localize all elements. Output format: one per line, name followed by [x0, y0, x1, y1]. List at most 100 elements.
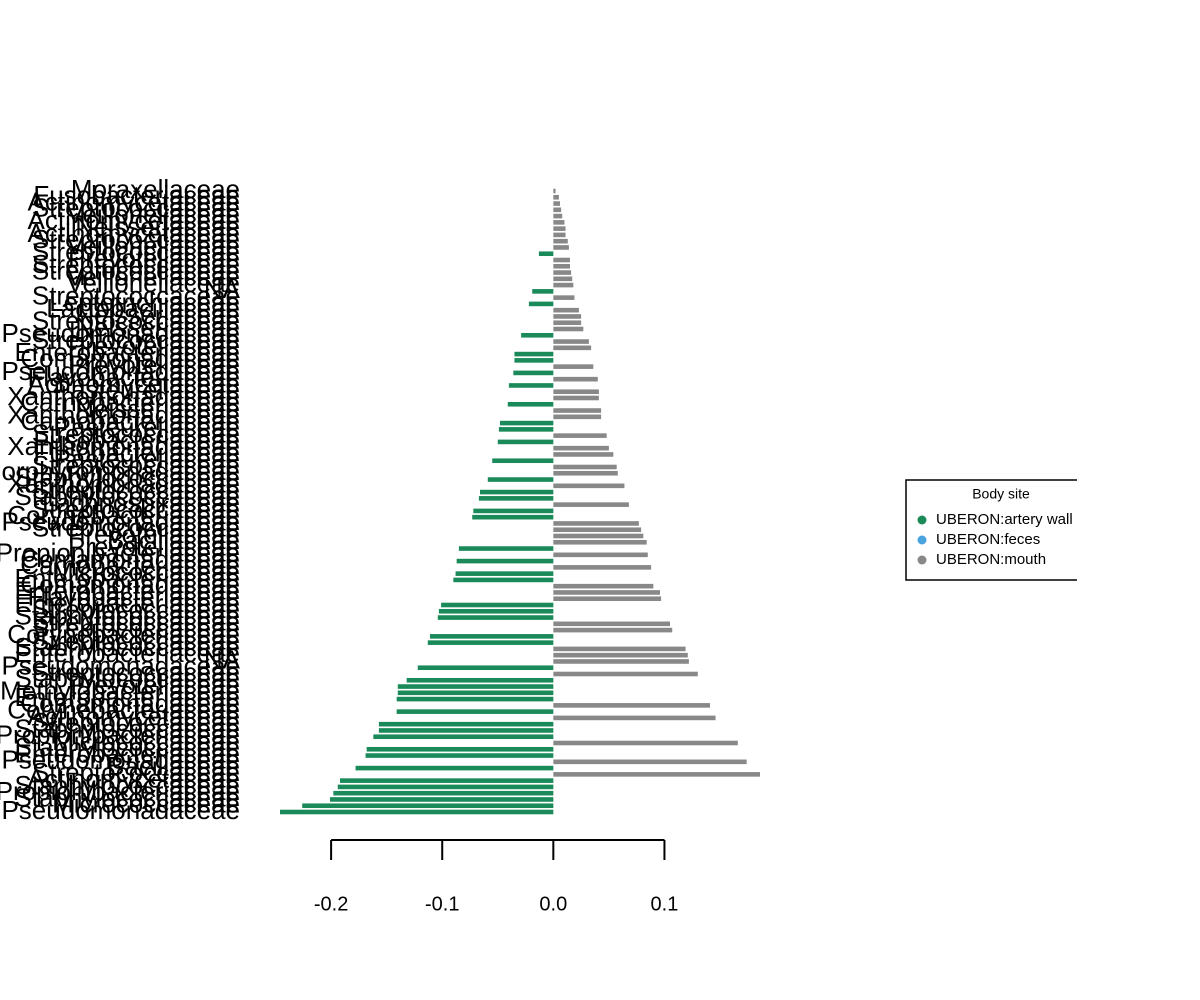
category-label: Xanthomonadaceae	[7, 381, 240, 411]
category-label: Streptococcaceae	[32, 494, 240, 524]
category-label: Micrococcaceae	[52, 726, 240, 756]
category-label: Carnobacteriaceae	[20, 550, 240, 580]
category-label: Prevotellaceae	[68, 531, 240, 561]
category-label: Fusobacteriaceae	[33, 425, 240, 455]
bar	[553, 389, 599, 395]
bar	[553, 627, 673, 633]
category-label: Neisseriaceae	[75, 299, 240, 329]
x-tick-label: 0.0	[539, 893, 567, 915]
bar	[553, 502, 629, 507]
category-label: Pseudomonadaceae	[1, 795, 240, 825]
category-label: Pasteurellaceae	[54, 412, 240, 442]
bar	[472, 514, 554, 520]
bar	[458, 546, 554, 551]
bar	[553, 740, 738, 746]
category-label: Carnobacteriaceae	[20, 387, 240, 417]
category-label: Prevotellaceae	[68, 519, 240, 549]
bar	[553, 521, 639, 526]
bar	[553, 646, 686, 652]
bar	[553, 583, 654, 589]
bar	[553, 345, 592, 351]
bar	[406, 677, 554, 683]
bar	[553, 257, 570, 263]
category-label: Porphyromonadaceae	[0, 456, 240, 486]
category-label: Enterobacteriaceae	[15, 682, 240, 712]
category-label: Neisseriaceae	[75, 312, 240, 342]
bar	[487, 477, 554, 482]
category-label: Streptococcaceae	[32, 626, 240, 656]
category-label: Prevotellaceae	[68, 331, 240, 361]
category-label: Micrococcaceae	[52, 789, 240, 819]
bar	[553, 238, 568, 244]
category-label: Staphylococcaceae	[15, 632, 240, 662]
bar	[340, 778, 554, 783]
bar	[553, 276, 573, 282]
bar	[438, 608, 554, 614]
category-label: Comamonadaceae	[20, 544, 240, 574]
category-label: Veillonellaceae	[67, 268, 240, 298]
bar	[553, 194, 559, 200]
bar	[366, 746, 554, 752]
category-label: Bacillaceae	[107, 525, 240, 555]
bar	[532, 289, 554, 294]
bar	[417, 665, 554, 671]
category-label: Streptococcaceae	[32, 657, 240, 687]
bar	[528, 301, 554, 307]
category-label: Streptococcaceae	[32, 255, 240, 285]
category-label: Staphylococcaceae	[15, 663, 240, 693]
bar	[553, 270, 572, 275]
category-label: Leptotrichiaceae	[49, 287, 240, 317]
category-label: Prevotellaceae	[68, 243, 240, 273]
bar	[553, 452, 614, 457]
x-tick-label: 0.1	[651, 893, 679, 915]
category-label: Corynebacteriaceae	[7, 695, 240, 725]
category-label: Enterobacteriaceae	[15, 638, 240, 668]
category-label: Xanthomonadaceae	[7, 400, 240, 430]
bar	[507, 401, 554, 407]
bar	[553, 226, 566, 231]
legend-box	[905, 479, 1077, 581]
category-label: Staphylococcaceae	[15, 462, 240, 492]
category-label: Streptococcaceae	[32, 607, 240, 637]
category-labels: MoraxellaceaeFusobacteriaceaeActinomycet…	[0, 174, 241, 825]
bar	[553, 464, 617, 470]
category-label: Comamonadaceae	[20, 569, 240, 599]
category-label: Actinomycetaceae	[28, 701, 240, 731]
bar	[553, 414, 602, 420]
category-label: Actinomycetaceae	[28, 764, 240, 794]
bar	[553, 339, 589, 344]
legend-label: UBERON:artery wall	[936, 511, 1073, 528]
x-tick-label: -0.1	[425, 893, 459, 915]
category-label: Actinomycetaceae	[28, 218, 240, 248]
bar	[553, 213, 563, 219]
category-label: Fusobacteriaceae	[33, 180, 240, 210]
bar	[553, 232, 566, 238]
bar	[553, 539, 647, 545]
category-label: Streptococcaceae	[32, 237, 240, 267]
bar	[280, 809, 554, 815]
bar	[333, 790, 554, 796]
bar	[437, 615, 554, 620]
category-label: Enterobacteriaceae	[15, 337, 240, 367]
bar	[397, 684, 554, 689]
legend-title: Body site	[972, 486, 1030, 502]
bar	[553, 470, 618, 476]
bar	[302, 803, 554, 809]
category-label: Streptococcaceae	[32, 193, 240, 223]
bar	[453, 577, 554, 583]
bar	[553, 759, 747, 765]
category-label: Staphylococcaceae	[15, 713, 240, 743]
bar	[396, 696, 554, 702]
bar	[553, 408, 602, 413]
bar	[553, 295, 575, 300]
bar	[553, 201, 560, 206]
bar	[396, 709, 554, 714]
category-label: Streptococcaceae	[32, 707, 240, 737]
category-label: Staphylococcaceae	[15, 600, 240, 630]
bar	[553, 314, 582, 319]
bar	[378, 721, 554, 727]
bar	[397, 690, 554, 696]
bar	[514, 358, 554, 363]
category-label: Pseudomonadaceae	[1, 506, 240, 536]
category-label: Pseudomonadaceae	[1, 318, 240, 348]
